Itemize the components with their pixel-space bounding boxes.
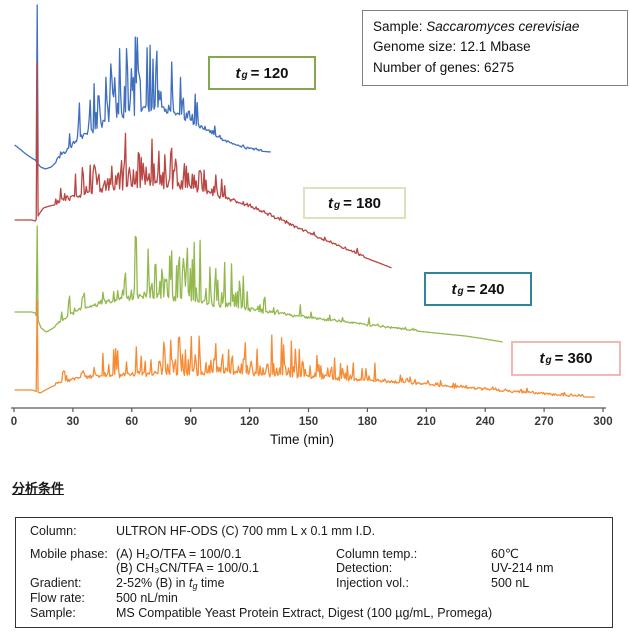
x-axis-title: Time (min) xyxy=(270,432,334,447)
species-name: Saccaromyces cerevisiae xyxy=(426,19,580,34)
sample-info-line1: Sample: Saccaromyces cerevisiae xyxy=(373,19,580,34)
trace-tg-tg-tg-tg-tg-360 xyxy=(14,299,595,398)
sample-info-line3: Number of genes: 6275 xyxy=(373,59,515,75)
x-tick-label: 240 xyxy=(476,416,495,428)
trace-tg-tg-tg-tg-tg-240 xyxy=(14,225,503,343)
sample-value: MS Compatible Yeast Protein Extract, Dig… xyxy=(116,605,493,620)
x-tick-label: 120 xyxy=(240,416,259,428)
column-label: Column: xyxy=(30,524,77,538)
x-tick-label: 180 xyxy=(358,416,377,428)
flow-rate-label: Flow rate: xyxy=(30,591,85,606)
gradient-label: Gradient: xyxy=(30,575,82,590)
mobile-phase-label: Mobile phase: xyxy=(30,546,108,561)
chromatogram-chart: 0 30 60 90 120 150 180 210 240 270 300 Time (min) xyxy=(11,4,613,447)
sample-info-line2: Genome size: 12.1 Mbase xyxy=(373,39,531,55)
x-tick-label: 60 xyxy=(125,416,138,428)
column-temp-value: 60℃ xyxy=(491,546,519,561)
sample-info-box: Sample: Saccaromyces cerevisiae Genome s… xyxy=(362,10,628,86)
row-mobile-a: Mobile phase: (A) H₂O/TFA = 100/0.1 Colu… xyxy=(30,547,612,562)
column-temp-label: Column temp.: xyxy=(336,546,418,561)
sample-label: Sample: xyxy=(30,605,76,620)
x-tick-label: 30 xyxy=(67,416,80,428)
injection-vol-label: Injection vol.: xyxy=(336,575,409,590)
analysis-conditions-heading: 分析条件 xyxy=(12,481,65,496)
trace-tg-tg-tg-tg-tg-120 xyxy=(14,4,271,170)
row-column: Column: ULTRON HF-ODS (C) 700 mm L x 0.1… xyxy=(30,524,612,539)
row-gradient: Gradient: 2-52% (B) in tg time Injection… xyxy=(30,576,612,592)
flow-rate-value: 500 nL/min xyxy=(116,591,178,606)
mobile-phase-b: (B) CH₃CN/TFA = 100/0.1 xyxy=(116,561,259,576)
injection-vol-value: 500 nL xyxy=(491,575,530,590)
x-tick-label: 0 xyxy=(11,416,17,428)
detection-label: Detection: xyxy=(336,561,393,576)
row-spacer xyxy=(30,539,612,547)
row-sample: Sample: MS Compatible Yeast Protein Extr… xyxy=(30,606,612,621)
x-tick-label: 90 xyxy=(184,416,197,428)
column-value: ULTRON HF-ODS (C) 700 mm L x 0.1 mm I.D. xyxy=(116,524,376,538)
x-tick-label: 270 xyxy=(535,416,554,428)
row-mobile-b: (B) CH₃CN/TFA = 100/0.1 Detection: UV-21… xyxy=(30,561,612,576)
row-flow-rate: Flow rate: 500 nL/min xyxy=(30,591,612,606)
x-tick-label: 210 xyxy=(417,416,436,428)
trace-tg-tg-tg-tg-tg-180 xyxy=(14,61,392,269)
gradient-value: 2-52% (B) in tg time xyxy=(116,575,225,591)
chromatogram-figure: 0 30 60 90 120 150 180 210 240 270 300 Time (min) S… xyxy=(11,4,628,447)
mobile-phase-a: (A) H₂O/TFA = 100/0.1 xyxy=(116,546,242,561)
x-tick-label: 150 xyxy=(299,416,318,428)
detection-value: UV-214 nm xyxy=(491,561,554,576)
x-tick-label: 300 xyxy=(593,416,612,428)
conditions-table: Column: ULTRON HF-ODS (C) 700 mm L x 0.1… xyxy=(15,517,613,628)
